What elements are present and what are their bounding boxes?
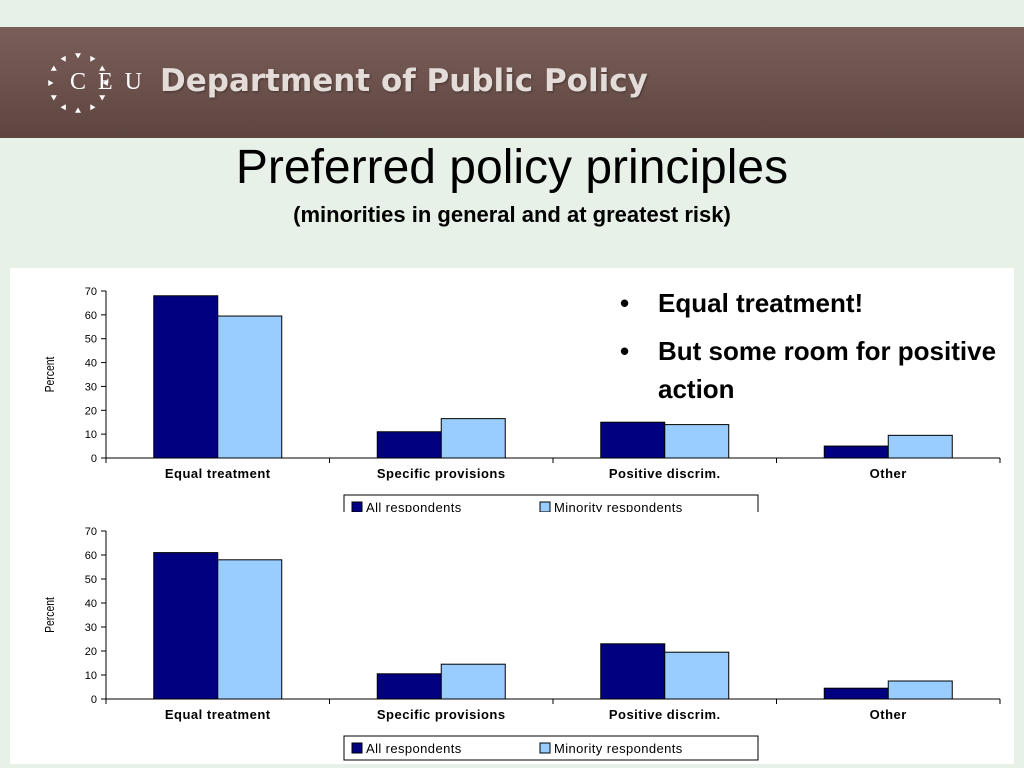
header-banner: C E U Department of Public Policy — [0, 27, 1024, 138]
y-tick-label: 60 — [85, 310, 97, 322]
star-ring-icon — [48, 53, 108, 113]
legend-label: Minority respondents — [554, 741, 683, 756]
bar — [217, 315, 283, 459]
y-axis-label: Percent — [43, 596, 57, 632]
legend-swatch — [351, 501, 363, 512]
bar — [440, 663, 506, 700]
bullet-item: • Equal treatment! — [620, 288, 864, 318]
x-tick-label: Other — [870, 707, 907, 722]
chart-minorities-greatest-risk: 0 10 20 30 40 50 60 70 Percent Equal treatment Spe… — [43, 526, 1001, 761]
bar — [823, 687, 889, 700]
y-tick-label: 20 — [85, 405, 97, 417]
bullet-text: Equal treatment! — [658, 288, 864, 318]
legend-swatch — [539, 742, 551, 754]
logo-star — [99, 95, 106, 101]
bar — [217, 559, 283, 700]
x-tick-label: Specific provisions — [377, 466, 506, 481]
bar — [376, 431, 442, 459]
x-tick-label: Specific provisions — [377, 707, 506, 722]
y-tick-label: 50 — [85, 574, 97, 586]
bar — [376, 673, 442, 700]
logo-star — [75, 53, 81, 59]
bar — [440, 418, 506, 459]
y-tick-label: 40 — [85, 358, 97, 370]
bar — [887, 680, 953, 700]
bar — [600, 421, 666, 459]
y-tick-label: 0 — [91, 694, 97, 706]
y-tick-label: 70 — [85, 286, 97, 298]
bullet-text: But some room for positive action — [658, 336, 997, 404]
y-axis-label: Percent — [43, 356, 57, 392]
department-name: Department of Public Policy — [160, 63, 648, 99]
x-tick-label: Equal treatment — [165, 466, 271, 481]
slide-title: Preferred policy principles — [235, 141, 789, 194]
x-tick-label: Positive discrim. — [609, 707, 721, 722]
legend-swatch — [351, 742, 363, 754]
bar — [664, 651, 730, 700]
bullet-list: • Equal treatment! • But some room for pos… — [610, 284, 1010, 418]
ceu-logo: C E U — [44, 47, 150, 119]
y-tick-label: 70 — [85, 526, 97, 538]
bar — [600, 643, 666, 700]
y-tick-label: 20 — [85, 646, 97, 658]
legend — [343, 494, 759, 512]
y-tick-label: 30 — [85, 381, 97, 393]
bar — [823, 445, 889, 459]
logo-star — [60, 55, 66, 62]
legend — [343, 735, 759, 761]
legend-label: All respondents — [366, 500, 462, 512]
logo-star — [60, 104, 66, 111]
legend-label: Minority respondents — [554, 500, 683, 512]
logo-star — [48, 80, 54, 86]
y-tick-label: 10 — [85, 670, 97, 682]
logo-star — [90, 55, 96, 62]
x-tick-label: Other — [870, 466, 907, 481]
chart-minorities-general: 0 10 20 30 40 50 60 70 Percent Equal treatment Spe… — [43, 286, 1001, 512]
y-tick-label: 0 — [91, 453, 97, 465]
y-tick-label: 60 — [85, 550, 97, 562]
logo-star — [102, 80, 108, 86]
logo-star — [50, 65, 57, 71]
bar — [153, 552, 219, 700]
y-tick-label: 10 — [85, 429, 97, 441]
logo-star — [90, 104, 96, 111]
slide-subtitle: (minorities in general and at greatest r… — [293, 202, 731, 227]
x-tick-label: Positive discrim. — [609, 466, 721, 481]
legend-label: All respondents — [366, 741, 462, 756]
y-tick-label: 50 — [85, 334, 97, 346]
logo-star — [99, 65, 106, 71]
x-tick-label: Equal treatment — [165, 707, 271, 722]
logo-star — [75, 107, 81, 113]
logo-star — [50, 95, 57, 101]
legend-swatch — [539, 501, 551, 512]
y-tick-label: 40 — [85, 598, 97, 610]
bullet-item: • But some room for positive action — [620, 336, 997, 404]
y-tick-label: 30 — [85, 622, 97, 634]
logo-text: C E U — [70, 69, 145, 95]
bar — [153, 295, 219, 459]
bar — [664, 424, 730, 459]
bar — [887, 434, 953, 459]
content-panel: 0 10 20 30 40 50 60 70 Percent Equal treatment Spe… — [10, 268, 1014, 764]
